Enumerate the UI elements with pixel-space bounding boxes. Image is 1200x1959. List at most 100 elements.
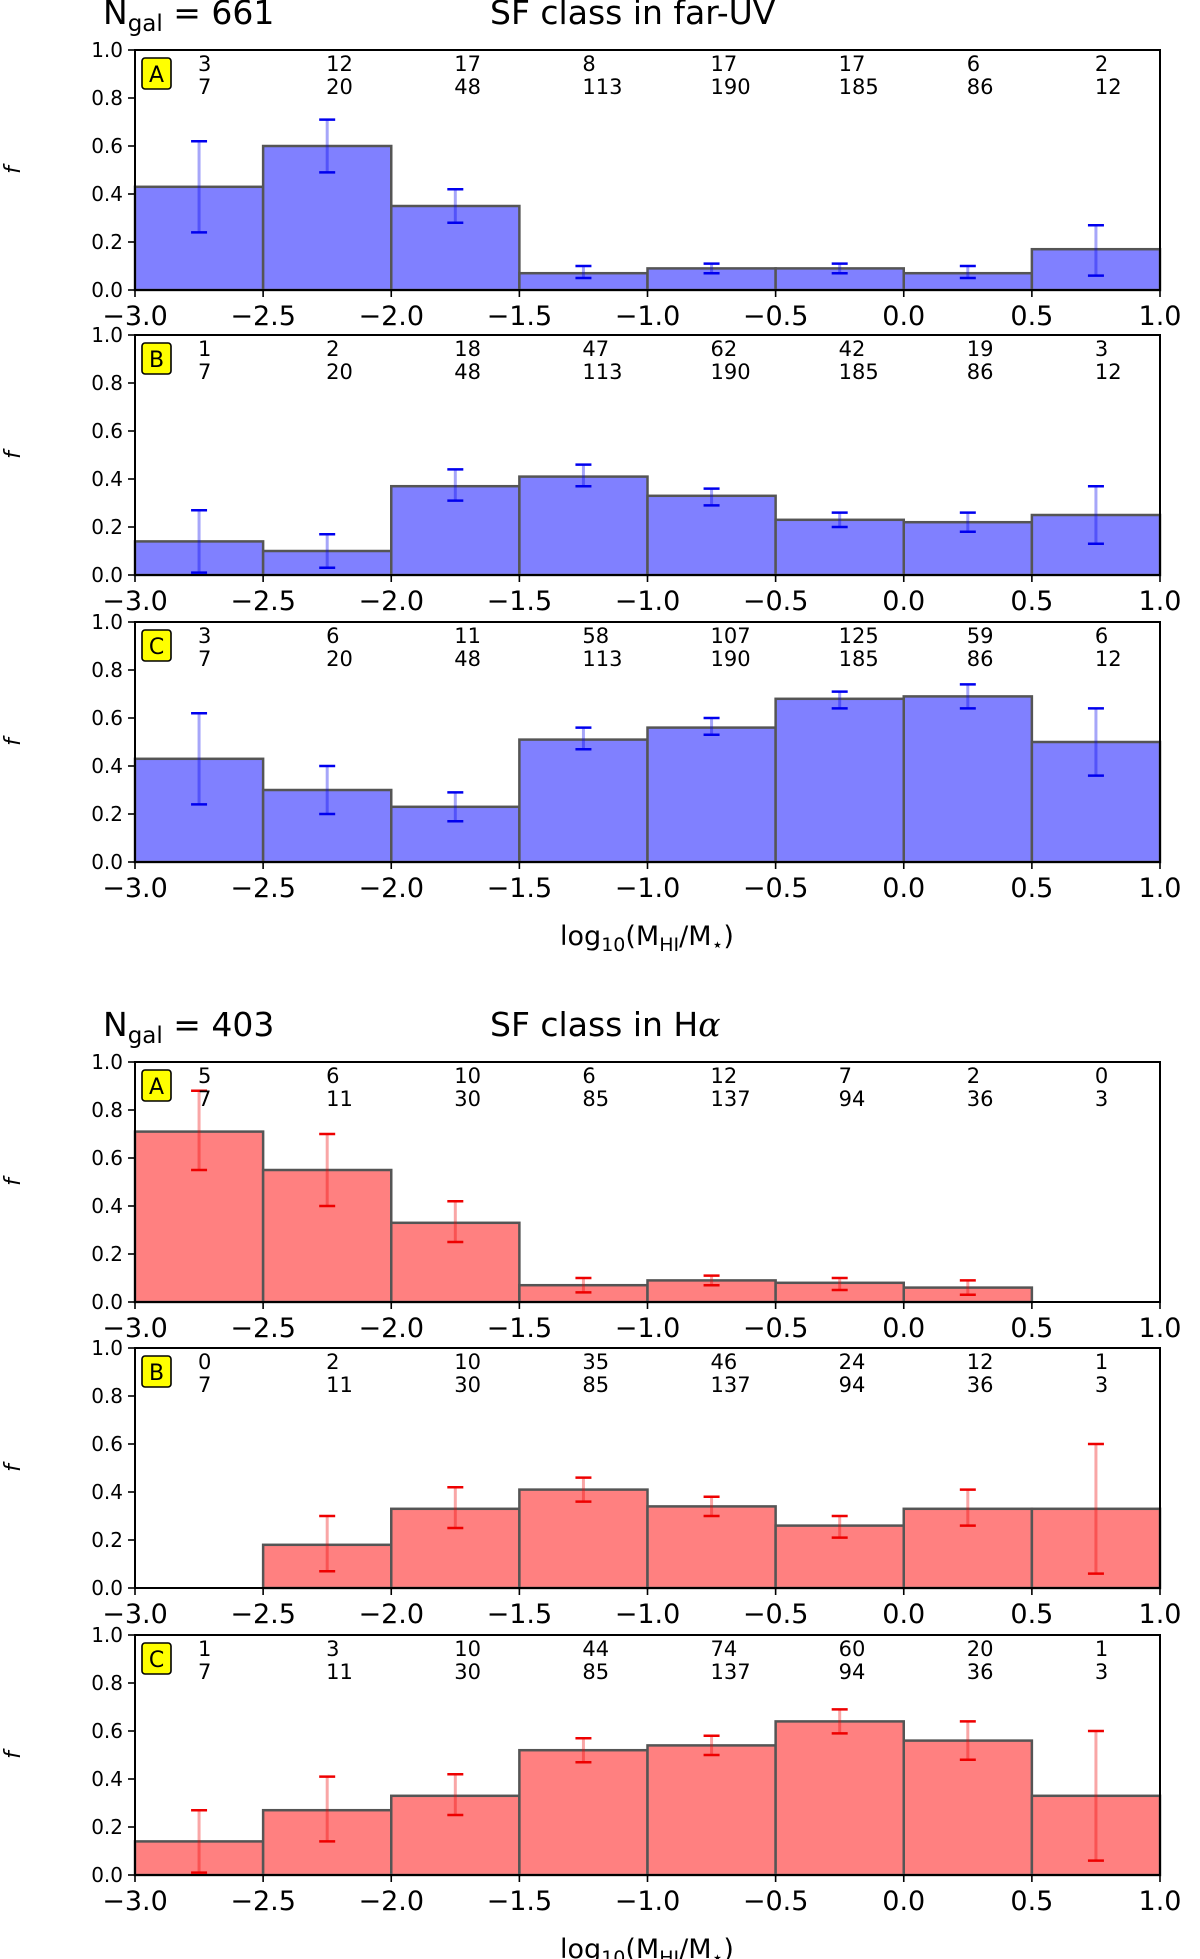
count-bottom: 185 (839, 647, 879, 671)
error-bar (191, 1089, 208, 1172)
x-tick-label: −1.0 (615, 586, 681, 617)
y-tick-label: 0.6 (91, 419, 123, 443)
x-tick-label: −1.5 (487, 586, 553, 617)
count-top: 17 (839, 52, 866, 76)
bar (646, 1505, 777, 1590)
xlabel-m: (M (625, 921, 659, 952)
count-top: 5 (198, 1064, 211, 1088)
count-bottom: 7 (198, 75, 211, 99)
x-tick-label: −2.0 (358, 1886, 424, 1917)
count-bottom: 190 (711, 647, 751, 671)
panel-badge (141, 1355, 172, 1388)
count-bottom: 48 (454, 75, 481, 99)
xlabel-m: (M (625, 1934, 659, 1959)
x-tick-label: −1.5 (487, 1886, 553, 1917)
count-bottom: 20 (326, 647, 353, 671)
xlabel-mstar: /M (679, 921, 711, 952)
xlabel-log: log (560, 1934, 601, 1959)
count-top: 19 (967, 337, 994, 361)
bar (518, 1748, 649, 1877)
bar (133, 757, 265, 864)
y-tick-label: 0.6 (91, 1432, 123, 1456)
panel-ha-A: 0.0 0.2 0.4 0.6 0.8 1.0 −3.0 −2.5 −2.0 −1.5 −1.0 −0… (1, 1050, 1181, 1344)
y-tick-label: 1.0 (91, 323, 123, 347)
y-tick-label: 0.0 (91, 563, 123, 587)
ngal-value: = 403 (163, 1005, 275, 1044)
x-tick-label: 0.0 (882, 1313, 925, 1344)
y-tick-label: 0.8 (91, 1384, 123, 1408)
x-tick-label: −0.5 (743, 1886, 809, 1917)
xlabel-end: ) (723, 921, 734, 952)
count-top: 24 (839, 1350, 866, 1374)
error-bar (959, 511, 976, 534)
error-bar (959, 264, 976, 280)
x-tick-label: 1.0 (1139, 1313, 1182, 1344)
y-tick-label: 0.6 (91, 1719, 123, 1743)
x-tick-label: 0.0 (882, 1886, 925, 1917)
group-title-text: SF class in H (490, 1005, 698, 1044)
count-top: 6 (582, 1064, 595, 1088)
x-tick-label: 1.0 (1139, 586, 1182, 617)
y-tick-label: 1.0 (91, 1623, 123, 1647)
y-tick-label: 0.0 (91, 850, 123, 874)
count-bottom: 7 (198, 647, 211, 671)
x-tick-label: −2.5 (230, 873, 296, 904)
y-tick-label: 0.4 (91, 467, 123, 491)
error-bar (703, 1274, 720, 1287)
count-top: 12 (326, 52, 353, 76)
count-top: 1 (1095, 1637, 1108, 1661)
count-top: 107 (711, 624, 751, 648)
xlabel-sub-10: 10 (601, 1947, 625, 1959)
error-bar (831, 1708, 848, 1735)
count-bottom: 12 (1095, 75, 1122, 99)
count-top: 1 (198, 1637, 211, 1661)
y-tick-label: 0.4 (91, 1480, 123, 1504)
count-bottom: 11 (326, 1373, 353, 1397)
count-bottom: 86 (967, 75, 994, 99)
bar (518, 1488, 649, 1590)
x-axis-label-fuv: log10(MHI/M⋆) (560, 921, 734, 956)
bar (902, 695, 1034, 864)
bar (774, 697, 905, 864)
count-top: 44 (582, 1637, 609, 1661)
error-bar (447, 1199, 464, 1244)
panel-letter: A (149, 63, 164, 88)
count-bottom: 190 (711, 360, 751, 384)
panel-letter: B (149, 348, 164, 373)
count-bottom: 48 (454, 360, 481, 384)
bar (774, 518, 905, 577)
error-bar (1087, 484, 1104, 546)
count-top: 46 (711, 1350, 738, 1374)
error-bar (959, 683, 976, 710)
y-tick-label: 0.0 (91, 278, 123, 302)
error-bar (191, 1808, 208, 1874)
error-bar (447, 1485, 464, 1530)
y-axis-label: f (1, 735, 26, 746)
count-bottom: 94 (839, 1660, 866, 1684)
x-tick-label: 1.0 (1139, 873, 1182, 904)
error-bar (703, 262, 720, 275)
error-bar (447, 468, 464, 502)
count-top: 18 (454, 337, 481, 361)
y-axis-label: f (1, 1461, 26, 1472)
y-axis-label: f (1, 448, 26, 459)
count-top: 12 (967, 1350, 994, 1374)
error-bar (831, 690, 848, 710)
count-top: 7 (839, 1064, 852, 1088)
count-bottom: 94 (839, 1373, 866, 1397)
count-top: 10 (454, 1637, 481, 1661)
error-bar (319, 764, 336, 816)
bar (646, 494, 777, 577)
x-tick-label: 1.0 (1139, 1886, 1182, 1917)
count-top: 11 (454, 624, 481, 648)
x-tick-label: −0.5 (743, 586, 809, 617)
count-bottom: 94 (839, 1087, 866, 1111)
count-bottom: 11 (326, 1087, 353, 1111)
x-tick-label: 0.5 (1010, 301, 1053, 332)
panel-letter: A (149, 1075, 164, 1100)
count-top: 10 (454, 1350, 481, 1374)
xlabel-sub-star: ⋆ (712, 934, 724, 956)
y-tick-label: 0.8 (91, 86, 123, 110)
error-bar (575, 463, 592, 488)
y-tick-label: 1.0 (91, 1050, 123, 1074)
